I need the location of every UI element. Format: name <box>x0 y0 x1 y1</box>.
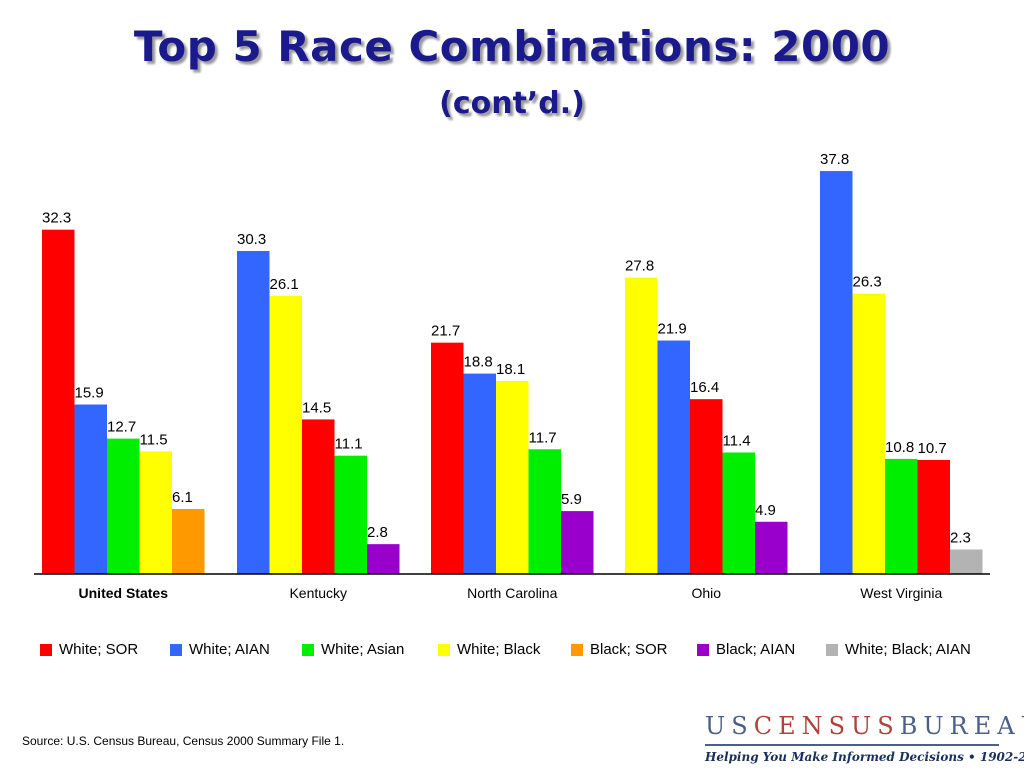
legend-label: White; SOR <box>59 641 139 658</box>
bar-kentucky-white-sor <box>302 419 335 574</box>
bar-north-carolina-white-black <box>496 381 529 574</box>
legend-item-white-asian: White; Asian <box>302 641 404 658</box>
bar-kentucky-white-asian <box>334 455 367 574</box>
data-label-united-states-white-aian: 15.9 <box>75 385 104 402</box>
bar-kentucky-white-aian <box>237 251 270 574</box>
legend-swatch <box>438 643 450 656</box>
data-label-west-virginia-white-aian: 37.8 <box>820 151 849 168</box>
data-label-united-states-black-sor: 6.1 <box>172 489 193 506</box>
data-label-united-states-white-asian: 12.7 <box>107 419 136 436</box>
data-label-ohio-white-black: 27.8 <box>625 258 654 275</box>
legend-item-white-black: White; Black <box>438 641 540 658</box>
legend-swatch <box>571 643 583 656</box>
bar-north-carolina-white-sor <box>431 342 464 574</box>
bar-west-virginia-white-black <box>852 293 885 574</box>
category-label-kentucky: Kentucky <box>289 585 347 601</box>
legend-label: White; Black; AIAN <box>845 641 971 658</box>
bar-north-carolina-white-aian <box>463 373 496 574</box>
data-label-united-states-white-sor: 32.3 <box>42 210 71 227</box>
data-label-north-carolina-white-sor: 21.7 <box>431 323 460 340</box>
page-subtitle: (cont’d.) <box>439 86 585 121</box>
bar-north-carolina-white-asian <box>528 449 561 574</box>
category-label-ohio: Ohio <box>691 585 721 601</box>
data-label-ohio-white-aian: 21.9 <box>658 321 687 338</box>
category-label-united-states: United States <box>79 585 169 601</box>
legend-label: Black; AIAN <box>716 641 796 658</box>
data-label-north-carolina-black-aian: 5.9 <box>561 491 582 508</box>
data-label-kentucky-black-aian: 2.8 <box>367 524 388 541</box>
chart-legend: White; SOR White; AIAN White; Asian White; … <box>0 641 1024 665</box>
bar-united-states-white-sor <box>42 229 75 574</box>
data-label-ohio-black-aian: 4.9 <box>755 502 776 519</box>
data-label-kentucky-white-aian: 30.3 <box>237 231 266 248</box>
data-label-ohio-white-sor: 16.4 <box>690 379 719 396</box>
legend-item-black-sor: Black; SOR <box>571 641 668 658</box>
legend-swatch <box>302 643 314 656</box>
legend-swatch <box>697 643 709 656</box>
data-label-kentucky-white-asian: 11.1 <box>335 436 363 453</box>
bar-west-virginia-white-asian <box>885 458 918 574</box>
bar-ohio-white-black <box>625 277 658 574</box>
bar-ohio-white-asian <box>722 452 755 574</box>
data-label-kentucky-white-black: 26.1 <box>270 276 299 293</box>
data-label-united-states-white-black: 11.5 <box>140 431 168 448</box>
legend-swatch <box>40 643 52 656</box>
data-label-north-carolina-white-black: 18.1 <box>496 361 525 378</box>
bar-kentucky-black-aian <box>367 544 400 574</box>
bar-ohio-white-aian <box>657 340 690 574</box>
bar-united-states-white-asian <box>107 438 140 574</box>
data-label-north-carolina-white-asian: 11.7 <box>529 429 557 446</box>
bar-west-virginia-white-black-aian <box>950 549 983 574</box>
category-label-north-carolina: North Carolina <box>467 585 557 601</box>
legend-label: Black; SOR <box>590 641 668 658</box>
bar-ohio-white-sor <box>690 399 723 574</box>
legend-label: White; AIAN <box>189 641 270 658</box>
bar-north-carolina-black-aian <box>561 511 594 574</box>
bar-chart: 32.3 15.912.711.5 6.1 United States 30.3 26.1… <box>34 151 990 601</box>
logo-divider <box>705 744 999 746</box>
legend-swatch <box>826 643 838 656</box>
data-label-west-virginia-white-asian: 10.8 <box>885 439 914 456</box>
legend-item-white-sor: White; SOR <box>40 641 138 658</box>
data-label-west-virginia-white-black: 26.3 <box>853 274 882 291</box>
bar-united-states-black-sor <box>172 508 205 574</box>
census-bureau-wordmark: USCENSUSBUREAU <box>705 712 1024 740</box>
data-label-ohio-white-asian: 11.4 <box>723 432 751 449</box>
bar-west-virginia-white-sor <box>917 459 950 574</box>
bar-united-states-white-aian <box>74 404 107 574</box>
legend-label: White; Black <box>457 641 541 658</box>
census-bureau-logo: USCENSUSBUREAU Helping You Make Informed… <box>705 712 1024 764</box>
data-label-west-virginia-white-black-aian: 2.3 <box>950 529 971 546</box>
bar-ohio-black-aian <box>755 521 788 574</box>
data-label-north-carolina-white-aian: 18.8 <box>464 354 493 371</box>
data-label-kentucky-white-sor: 14.5 <box>302 399 331 416</box>
bar-kentucky-white-black <box>269 295 302 574</box>
category-label-west-virginia: West Virginia <box>860 585 942 601</box>
legend-item-white-aian: White; AIAN <box>170 641 270 658</box>
legend-label: White; Asian <box>321 641 405 658</box>
legend-item-white-black-aian: White; Black; AIAN <box>826 641 971 658</box>
data-label-west-virginia-white-sor: 10.7 <box>918 440 947 457</box>
legend-swatch <box>170 643 182 656</box>
page-title: Top 5 Race Combinations: 2000 <box>133 22 891 71</box>
logo-tagline: Helping You Make Informed Decisions • 19… <box>705 750 1024 764</box>
source-note: Source: U.S. Census Bureau, Census 2000 … <box>22 734 345 748</box>
bar-united-states-white-black <box>139 451 172 574</box>
bar-west-virginia-white-aian <box>820 171 853 574</box>
legend-item-black-aian: Black; AIAN <box>697 641 795 658</box>
